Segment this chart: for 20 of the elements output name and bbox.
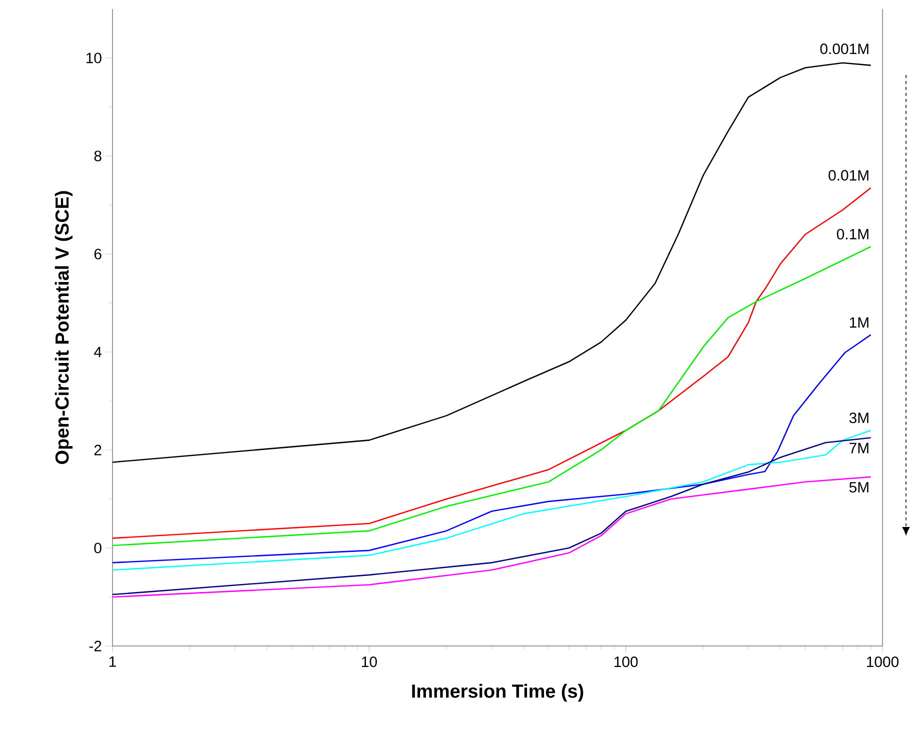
y-tick-label: 10 [86, 52, 102, 64]
x-tick-label: 10 [362, 656, 377, 668]
series-label: 7M [850, 442, 868, 454]
series-label: 0.001M [820, 44, 868, 54]
y-tick-label: 0 [94, 542, 102, 554]
y-tick-label: 8 [94, 150, 102, 162]
x-tick-label: 1000 [867, 656, 899, 668]
x-axis-title: Immersion Time (s) [412, 684, 584, 702]
y-axis-title: Open-Circuit Potential V (SCE) [54, 191, 73, 464]
series-label: 0.01M [828, 170, 868, 181]
y-tick-label: -2 [89, 640, 102, 652]
series-label: 1M [850, 317, 868, 328]
y-tick-label: 4 [94, 346, 102, 358]
y-tick-label: 2 [94, 444, 102, 456]
series-label: 5M [849, 482, 868, 493]
series-label: 0.1M [836, 228, 868, 240]
x-tick-label: 100 [614, 656, 638, 668]
x-tick-label: 1 [109, 656, 116, 667]
y-tick-label: 6 [94, 248, 102, 260]
series-label: 3M [849, 412, 868, 424]
